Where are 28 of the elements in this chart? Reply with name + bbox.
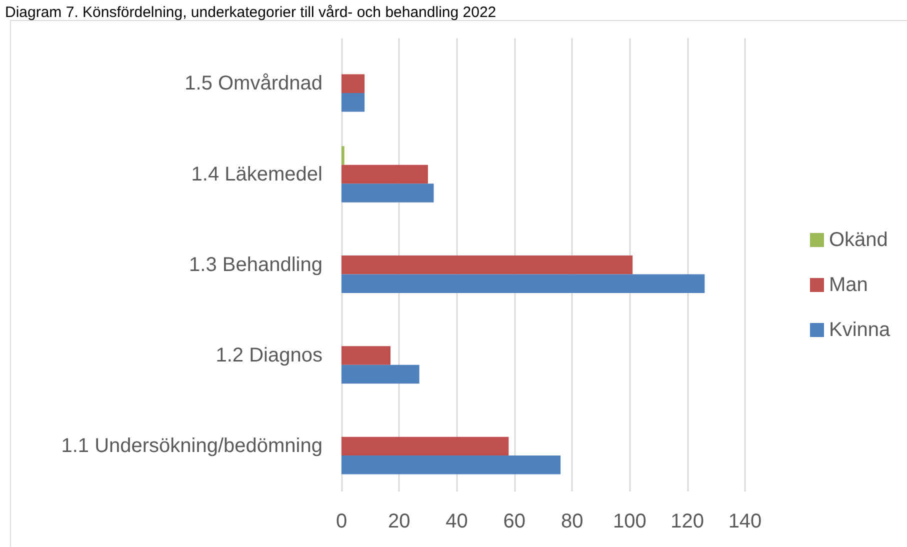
- x-tick-label: 80: [560, 510, 584, 532]
- y-tick-label: 1.4 Läkemedel: [191, 163, 322, 186]
- x-tick-label: 0: [336, 510, 348, 532]
- x-tick-label: 140: [728, 510, 762, 532]
- bar: [342, 274, 705, 293]
- legend-label: Kvinna: [829, 319, 892, 341]
- legend-label: Okänd: [829, 229, 888, 251]
- bar: [342, 164, 428, 184]
- x-tick-label: 100: [613, 510, 646, 532]
- bar: [342, 184, 434, 202]
- chart-title: Diagram 7. Könsfördelning, underkategorier till vård- och behandling 2022: [5, 4, 496, 21]
- bar: [342, 92, 365, 112]
- y-tick-label: 1.3 Behandling: [189, 254, 322, 276]
- bar: [342, 256, 633, 274]
- bar: [342, 436, 509, 456]
- bar: [342, 146, 344, 165]
- y-tick-label: 1.5 Omvårdnad: [184, 72, 322, 95]
- bar: [342, 364, 420, 384]
- x-tick-label: 120: [670, 510, 704, 532]
- bar: [342, 456, 561, 474]
- bar: [342, 74, 365, 93]
- x-tick-label: 60: [503, 510, 526, 532]
- legend-label: Man: [829, 274, 868, 296]
- x-tick-label: 20: [388, 510, 410, 532]
- x-tick-label: 40: [446, 510, 468, 532]
- y-tick-label: 1.2 Diagnos: [216, 344, 322, 367]
- bar: [342, 346, 390, 365]
- y-tick-label: 1.1 Undersökning/bedömning: [61, 435, 322, 458]
